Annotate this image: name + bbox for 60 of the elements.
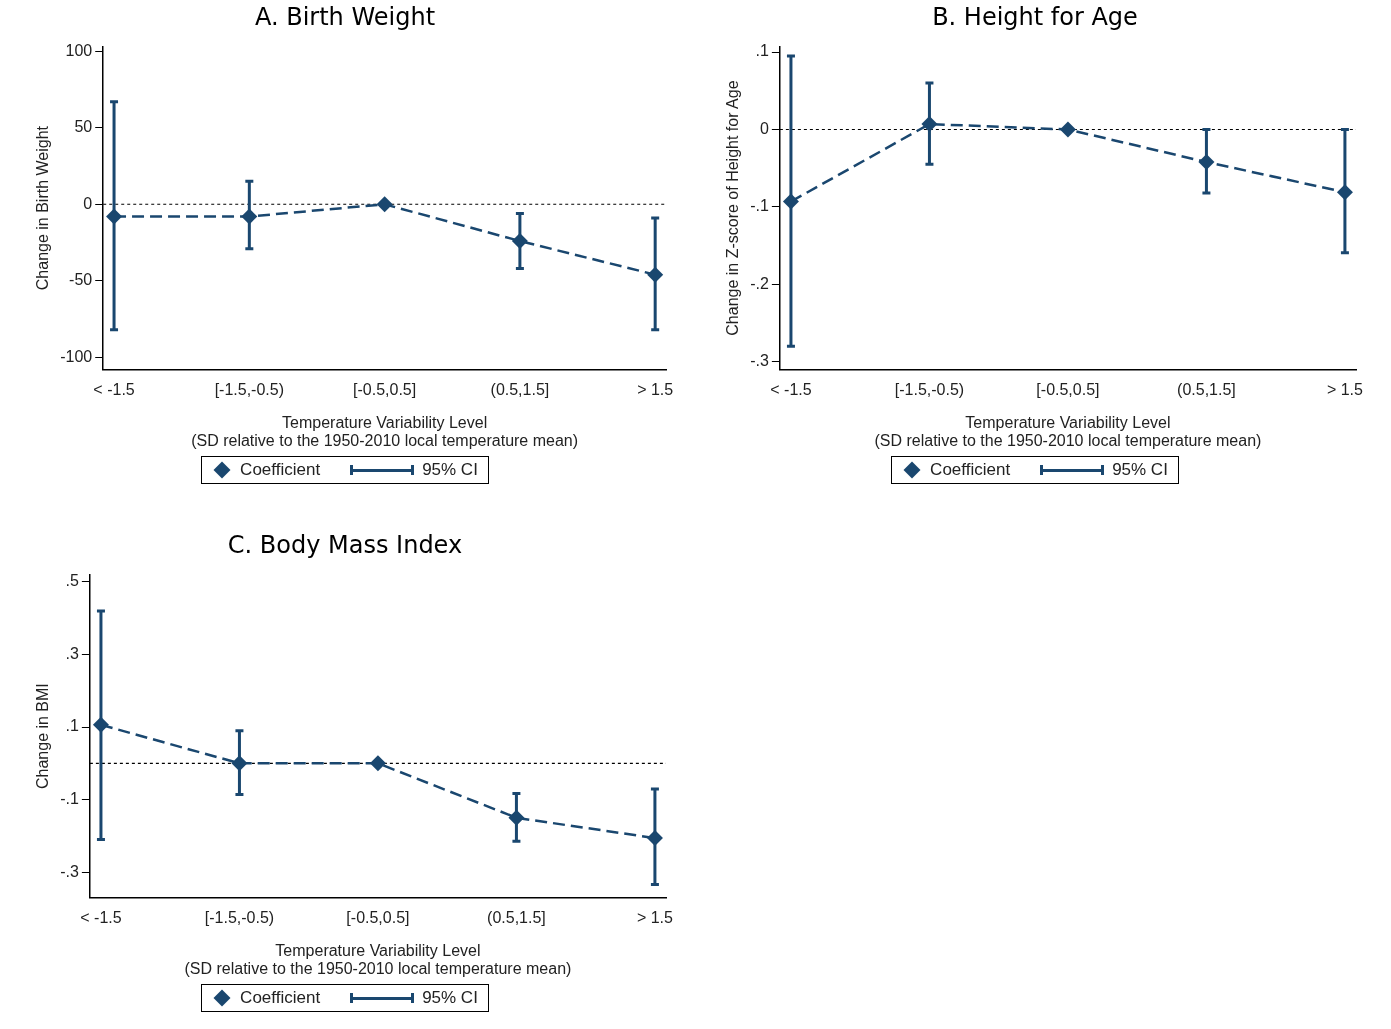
y-tick-label: .5 xyxy=(65,572,79,590)
x-axis-title: Temperature Variability Level (SD relative to the 1950-2010 local temperature mean) xyxy=(184,942,572,977)
chart-title: B. Height for Age xyxy=(931,2,1139,33)
point xyxy=(511,233,528,250)
x-tick-label: [-1.5,-0.5) xyxy=(204,908,275,926)
x-tick-label: > 1.5 xyxy=(637,380,674,398)
x-tick-label: > 1.5 xyxy=(1326,380,1364,398)
x-tick-label: [-0.5,0.5] xyxy=(1036,380,1100,398)
point xyxy=(508,809,525,826)
y-tick-label: -.3 xyxy=(750,352,769,370)
legend-label: Coefficient xyxy=(240,460,321,480)
point xyxy=(376,196,393,213)
point xyxy=(1198,154,1215,171)
y-tick-label: -100 xyxy=(60,347,93,365)
text: 95% CI xyxy=(1112,460,1168,480)
x-tick-label: > 1.5 xyxy=(636,908,674,926)
x-axis-title: Temperature Variability Level (SD relative to the 1950-2010 local temperature mean) xyxy=(874,414,1262,449)
point xyxy=(241,208,258,225)
x-tick-label: [-0.5,0.5] xyxy=(353,380,417,398)
x-tick-label: (0.5,1.5] xyxy=(490,380,550,398)
x-tick-label: < -1.5 xyxy=(80,908,122,926)
point xyxy=(106,208,123,225)
y-tick-label: -.1 xyxy=(60,790,79,808)
text: 95% CI xyxy=(422,988,478,1008)
x-tick-label: < -1.5 xyxy=(770,380,812,398)
y-tick-label: 50 xyxy=(74,118,93,136)
point xyxy=(646,830,663,847)
x-axis-title: Temperature Variability Level (SD relative to the 1950-2010 local temperature mean) xyxy=(191,414,579,449)
point xyxy=(231,755,248,772)
x-tick-label: [-1.5,-0.5) xyxy=(214,380,285,398)
point xyxy=(1059,121,1076,138)
legend-label: Coefficient xyxy=(930,460,1011,480)
y-tick-label: .3 xyxy=(65,644,79,662)
y-tick-label: 0 xyxy=(759,119,769,137)
x-tick-label: [-0.5,0.5] xyxy=(346,908,410,926)
chart-title: A. Birth Weight xyxy=(253,2,437,33)
chart-title: C. Body Mass Index xyxy=(226,530,464,561)
y-axis-title: Change in BMI xyxy=(34,683,52,790)
point xyxy=(1336,184,1353,201)
legend-label: Coefficient xyxy=(240,988,321,1008)
y-tick-label: .1 xyxy=(755,42,769,60)
y-axis-title: Change in Birth Weight xyxy=(34,125,52,291)
y-tick-label: -.3 xyxy=(60,862,79,880)
text: 95% CI xyxy=(422,460,478,480)
point xyxy=(647,266,664,283)
y-tick-label: 0 xyxy=(83,194,93,212)
x-tick-label: (0.5,1.5] xyxy=(1177,380,1236,398)
y-tick-label: .1 xyxy=(65,717,79,735)
x-tick-label: (0.5,1.5] xyxy=(487,908,546,926)
point xyxy=(782,193,799,210)
y-axis-title: Change in Z-score of Height for Age xyxy=(724,80,742,336)
x-tick-label: [-1.5,-0.5) xyxy=(894,380,965,398)
y-tick-label: 100 xyxy=(65,41,93,59)
y-tick-label: -.1 xyxy=(750,197,769,215)
point xyxy=(369,755,386,772)
y-tick-label: -.2 xyxy=(750,274,769,292)
y-tick-label: -50 xyxy=(69,271,93,289)
point xyxy=(921,116,938,133)
x-tick-label: < -1.5 xyxy=(93,380,135,398)
point xyxy=(92,716,109,733)
